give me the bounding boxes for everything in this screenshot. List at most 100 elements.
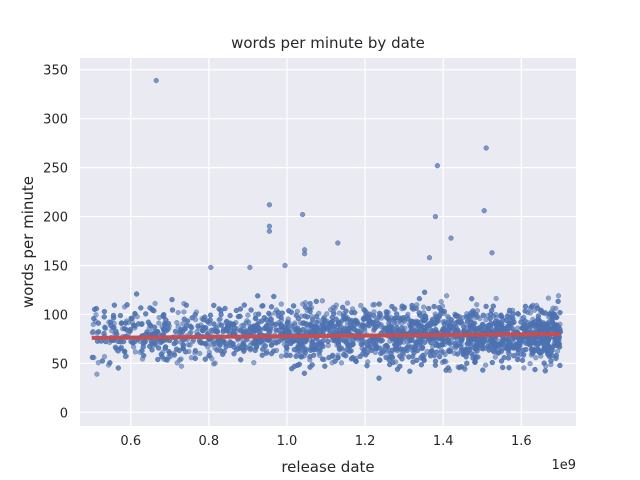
- data-point: [469, 296, 475, 302]
- data-point: [487, 315, 493, 322]
- data-point: [545, 337, 552, 344]
- data-point: [286, 308, 292, 314]
- data-point: [461, 324, 467, 330]
- data-point: [391, 316, 397, 322]
- data-point: [211, 321, 217, 327]
- data-point: [409, 305, 415, 311]
- data-point: [227, 313, 233, 319]
- data-point: [156, 345, 162, 351]
- data-point: [519, 325, 525, 331]
- data-point: [492, 340, 498, 346]
- x-axis-label: release date: [281, 458, 374, 476]
- data-point: [479, 321, 486, 328]
- data-point: [387, 362, 393, 368]
- data-point: [501, 355, 507, 361]
- data-point: [217, 316, 223, 322]
- data-point: [218, 322, 225, 328]
- data-point: [399, 303, 405, 309]
- data-point: [322, 363, 328, 369]
- data-point: [343, 308, 349, 314]
- data-point: [522, 303, 529, 310]
- data-point: [237, 313, 243, 319]
- data-point: [252, 315, 259, 321]
- data-point: [262, 343, 268, 349]
- data-point: [310, 317, 316, 323]
- data-point: [254, 343, 260, 349]
- data-point: [303, 304, 309, 310]
- data-point: [544, 322, 550, 329]
- data-point: [547, 344, 554, 350]
- data-point: [174, 360, 180, 366]
- data-point: [340, 304, 346, 311]
- data-point: [474, 348, 480, 354]
- data-point: [174, 320, 180, 326]
- data-point: [147, 322, 153, 328]
- data-point: [373, 346, 380, 352]
- y-tick-label: 150: [43, 259, 68, 274]
- data-point: [321, 316, 327, 322]
- data-point: [453, 320, 460, 326]
- outlier-point: [266, 223, 273, 229]
- data-point: [458, 319, 464, 325]
- data-point: [498, 322, 504, 329]
- data-point: [313, 298, 319, 305]
- data-point: [515, 325, 521, 331]
- data-point: [446, 348, 453, 355]
- data-point: [341, 352, 347, 358]
- data-point: [335, 355, 341, 361]
- data-point: [540, 310, 546, 316]
- data-point: [432, 362, 439, 368]
- data-point: [491, 348, 497, 355]
- data-point: [438, 299, 444, 305]
- outlier-point: [300, 212, 306, 218]
- data-point: [211, 361, 217, 367]
- data-point: [111, 302, 118, 308]
- data-point: [541, 360, 547, 366]
- data-point: [557, 310, 563, 316]
- data-point: [178, 328, 184, 334]
- data-point: [187, 323, 194, 329]
- data-point: [506, 365, 512, 371]
- outlier-point: [483, 145, 489, 151]
- data-point: [519, 357, 526, 363]
- data-point: [380, 348, 387, 354]
- outlier-point: [247, 264, 253, 271]
- data-point: [507, 307, 513, 314]
- x-tick-label: 0.8: [199, 434, 220, 449]
- data-point: [455, 351, 461, 357]
- data-point: [222, 305, 228, 312]
- data-point: [248, 325, 254, 331]
- data-point: [422, 289, 428, 295]
- data-point: [185, 342, 192, 348]
- data-point: [535, 316, 541, 323]
- data-point: [342, 316, 348, 322]
- data-point: [192, 348, 199, 354]
- data-point: [511, 353, 517, 359]
- data-point: [453, 312, 459, 318]
- outlier-point: [489, 250, 495, 256]
- data-point: [257, 326, 263, 332]
- data-point: [510, 315, 516, 321]
- data-point: [291, 303, 297, 309]
- data-point: [320, 356, 326, 362]
- data-point: [498, 358, 505, 364]
- data-point: [162, 345, 168, 351]
- outlier-point: [481, 208, 487, 214]
- y-tick-label: 350: [43, 64, 68, 79]
- data-point: [344, 300, 351, 306]
- data-point: [325, 325, 331, 331]
- data-point: [183, 302, 189, 308]
- data-point: [158, 339, 165, 345]
- data-point: [426, 323, 432, 329]
- data-point: [456, 365, 463, 371]
- y-tick-label: 200: [43, 211, 68, 226]
- data-point: [273, 321, 279, 328]
- data-point: [231, 351, 237, 357]
- grid-lines: [80, 58, 576, 426]
- data-point: [492, 318, 499, 325]
- data-point: [376, 301, 382, 307]
- data-point: [428, 348, 434, 354]
- chart-title: words per minute by date: [231, 34, 425, 52]
- data-point: [341, 337, 347, 344]
